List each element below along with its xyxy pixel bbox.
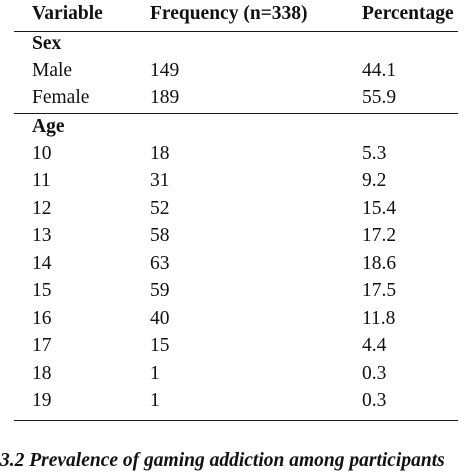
row-frequency: 1 [150, 390, 160, 411]
row-frequency: 18 [150, 143, 170, 164]
header-frequency: Frequency (n=338) [150, 3, 308, 24]
section-title-age: Age [32, 116, 65, 137]
row-frequency: 40 [150, 308, 170, 329]
row-frequency: 52 [150, 198, 170, 219]
bottom-rule [14, 420, 458, 421]
row-frequency: 149 [150, 60, 180, 81]
row-frequency: 58 [150, 225, 170, 246]
row-variable: 12 [32, 198, 52, 219]
header-percentage: Percentage [362, 3, 454, 24]
row-frequency: 59 [150, 280, 170, 301]
row-percentage: 9.2 [362, 170, 387, 191]
row-variable: 13 [32, 225, 52, 246]
row-variable: 17 [32, 335, 52, 356]
row-percentage: 0.3 [362, 390, 387, 411]
row-percentage: 0.3 [362, 363, 387, 384]
section-rule [14, 113, 458, 114]
row-percentage: 17.2 [362, 225, 397, 246]
row-variable: Female [32, 87, 90, 108]
row-variable: 11 [32, 170, 51, 191]
row-variable: 16 [32, 308, 52, 329]
row-percentage: 44.1 [362, 60, 397, 81]
section-title-sex: Sex [32, 33, 62, 54]
row-frequency: 31 [150, 170, 170, 191]
row-variable: 15 [32, 280, 52, 301]
section-caption: 3.2 Prevalence of gaming addiction among… [0, 450, 445, 471]
header-rule [14, 31, 458, 32]
row-variable: Male [32, 60, 73, 81]
row-variable: 14 [32, 253, 52, 274]
row-frequency: 63 [150, 253, 170, 274]
row-percentage: 55.9 [362, 87, 397, 108]
row-variable: 10 [32, 143, 52, 164]
header-variable: Variable [32, 3, 103, 24]
row-percentage: 4.4 [362, 335, 387, 356]
row-percentage: 18.6 [362, 253, 397, 274]
row-variable: 19 [32, 390, 52, 411]
row-percentage: 11.8 [362, 308, 396, 329]
row-percentage: 5.3 [362, 143, 387, 164]
row-frequency: 189 [150, 87, 180, 108]
row-percentage: 17.5 [362, 280, 397, 301]
row-variable: 18 [32, 363, 52, 384]
row-frequency: 1 [150, 363, 160, 384]
row-percentage: 15.4 [362, 198, 397, 219]
row-frequency: 15 [150, 335, 170, 356]
